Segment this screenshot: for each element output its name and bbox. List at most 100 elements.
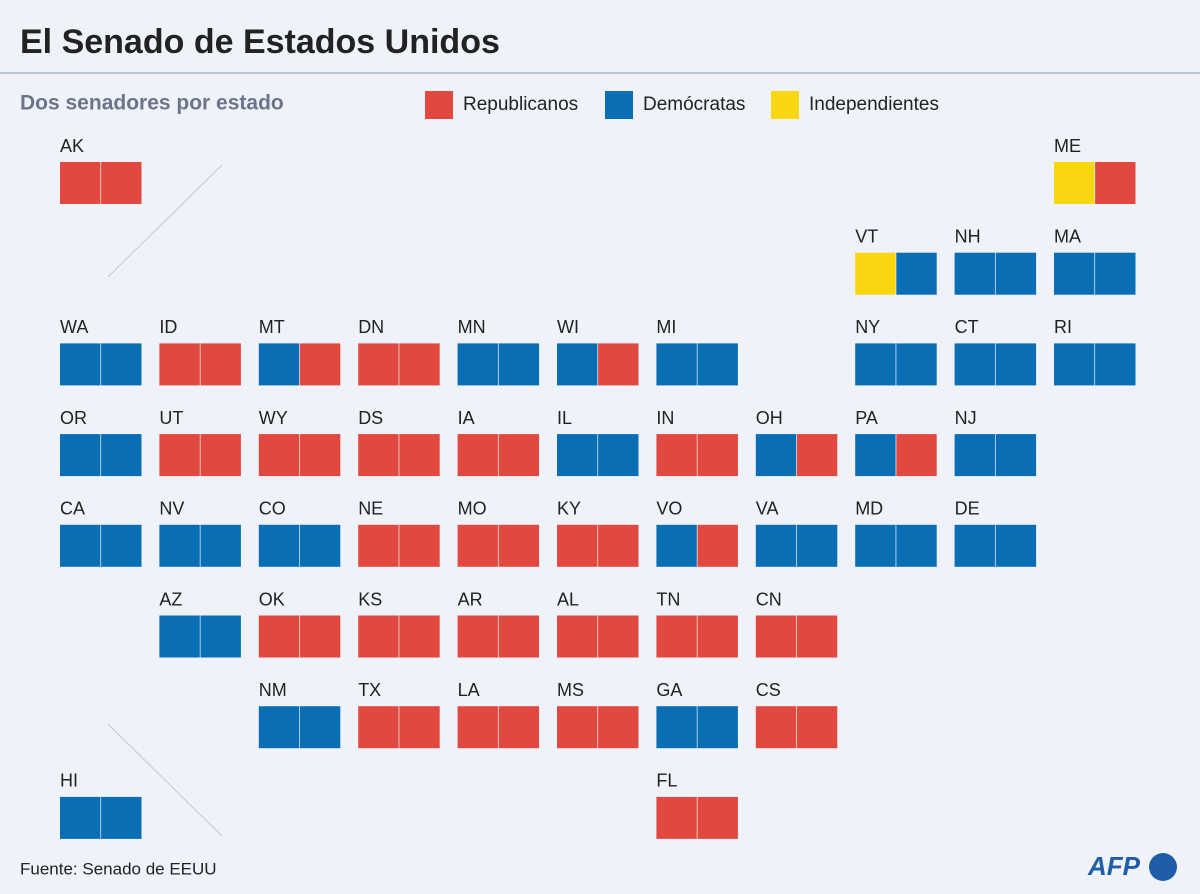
seat: [1095, 343, 1136, 386]
seat: [1054, 162, 1095, 204]
seat: [358, 706, 399, 749]
legend-label: Republicanos: [463, 94, 578, 115]
seat: [855, 343, 896, 386]
state-label: NJ: [955, 408, 977, 428]
state-label: AK: [60, 136, 84, 156]
state-label: AL: [557, 589, 579, 609]
seat: [200, 434, 241, 477]
seat: [498, 524, 540, 567]
seat: [258, 434, 300, 477]
seat: [101, 796, 142, 839]
seat: [101, 434, 142, 477]
seat: [896, 524, 937, 567]
seat: [299, 706, 341, 749]
seat: [457, 434, 499, 477]
state-label: CA: [60, 499, 85, 519]
state-label: KY: [557, 499, 581, 519]
state-label: OH: [756, 408, 783, 428]
seat: [101, 524, 142, 567]
seat: [954, 434, 996, 477]
seat: [399, 706, 440, 749]
state-label: OK: [259, 589, 285, 609]
state-label: LA: [458, 680, 480, 700]
seat: [755, 524, 797, 567]
state-label: NV: [159, 499, 184, 519]
seat: [399, 524, 440, 567]
seat: [358, 434, 399, 477]
state-label: OR: [60, 408, 87, 428]
state-label: GA: [656, 680, 682, 700]
seat: [1095, 252, 1136, 295]
seat: [258, 615, 300, 658]
state-label: FL: [656, 771, 677, 791]
seat: [656, 706, 697, 749]
seat: [101, 162, 142, 204]
seat: [697, 615, 738, 658]
seat: [755, 615, 797, 658]
seat: [258, 524, 300, 567]
state-label: TX: [358, 680, 381, 700]
state-label: ID: [159, 317, 177, 337]
seat: [557, 524, 598, 567]
state-label: PA: [855, 408, 878, 428]
seat: [855, 524, 896, 567]
state-label: NY: [855, 317, 880, 337]
seat: [498, 706, 540, 749]
state-label: TN: [656, 589, 680, 609]
state-label: NM: [259, 680, 287, 700]
divider: [107, 164, 223, 278]
state-label: DS: [358, 408, 383, 428]
seat: [101, 343, 142, 386]
state-label: MN: [458, 317, 486, 337]
seat: [1054, 343, 1095, 386]
state-label: MS: [557, 680, 584, 700]
seat: [995, 252, 1037, 295]
seat: [896, 434, 937, 477]
seat: [697, 434, 738, 477]
seat: [498, 343, 540, 386]
state-label: IA: [458, 408, 475, 428]
state-label: VT: [855, 226, 878, 246]
seat: [258, 343, 300, 386]
seat: [896, 343, 937, 386]
state-label: ME: [1054, 136, 1081, 156]
seat: [697, 343, 738, 386]
seat: [796, 706, 838, 749]
state-label: UT: [159, 408, 183, 428]
state-label: CS: [756, 680, 781, 700]
seat: [796, 615, 838, 658]
seat: [995, 524, 1037, 567]
seat: [60, 796, 101, 839]
seat: [954, 524, 996, 567]
seat: [995, 343, 1037, 386]
state-label: KS: [358, 589, 382, 609]
seat: [60, 162, 101, 204]
state-label: DN: [358, 317, 384, 337]
seat: [457, 615, 499, 658]
seat: [598, 615, 639, 658]
seat: [995, 434, 1037, 477]
seat: [954, 343, 996, 386]
seat: [796, 524, 838, 567]
seat: [557, 434, 598, 477]
seat: [299, 434, 341, 477]
state-label: CO: [259, 499, 286, 519]
state-label: IL: [557, 408, 572, 428]
state-label: WA: [60, 317, 88, 337]
seat: [299, 524, 341, 567]
seat: [656, 343, 697, 386]
seat: [358, 524, 399, 567]
seat: [358, 615, 399, 658]
seat: [299, 615, 341, 658]
seat: [1095, 162, 1136, 204]
seat: [598, 343, 639, 386]
seat: [1054, 252, 1095, 295]
seat: [299, 343, 341, 386]
seat: [159, 434, 200, 477]
seat: [656, 615, 697, 658]
state-label: VO: [656, 499, 682, 519]
state-label: VA: [756, 499, 779, 519]
legend-label: Independientes: [809, 94, 939, 115]
seat: [358, 343, 399, 386]
